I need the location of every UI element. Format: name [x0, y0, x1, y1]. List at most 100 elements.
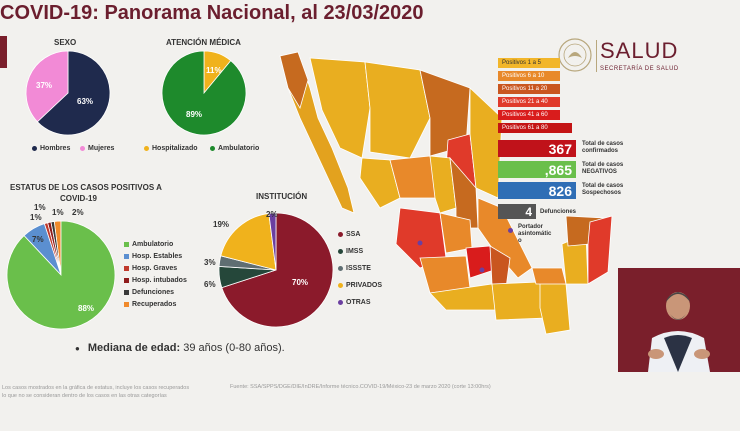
estatus-heading-line1: ESTATUS DE LOS CASOS POSITIVOS A	[10, 183, 162, 192]
map-legend-item: Positivos 6 a 10	[498, 71, 560, 81]
pie-slice-otras	[268, 212, 277, 271]
stat-label-line: Sospechosos	[582, 190, 622, 196]
stat-confirmed-label: Total de casos confirmados	[582, 141, 623, 155]
stat-deaths-value: 4	[525, 204, 532, 219]
stat-label-line: asintomátic	[518, 231, 552, 237]
legend-label: OTRAS	[346, 299, 371, 306]
legend-swatch	[80, 146, 85, 151]
legend-label: IMSS	[346, 248, 364, 255]
estatus-heading-line2: COVID-19	[60, 194, 97, 203]
legend-label: Hosp. Graves	[132, 264, 178, 272]
legend-swatch	[210, 146, 215, 151]
map-legend-item: Positivos 1 a 5	[498, 58, 560, 68]
legend-label: PRIVADOS	[346, 282, 383, 289]
median-age: ● Mediana de edad: 39 años (0-80 años).	[75, 342, 285, 354]
stat-label-line: Total de casos	[582, 141, 624, 147]
atencion-pct-hospitalizado: 11%	[206, 66, 222, 75]
legend-swatch	[338, 266, 343, 271]
estatus-legend-item: Ambulatorio	[124, 238, 187, 250]
legend-swatch	[338, 249, 343, 254]
institucion-pct-privados: 19%	[213, 220, 230, 229]
stat-suspect-value: 826	[548, 182, 572, 199]
legend-swatch	[124, 277, 129, 283]
institucion-legend-item: OTRAS	[338, 294, 382, 311]
stat-negative-value: ,865	[544, 161, 572, 178]
legend-swatch	[124, 241, 129, 247]
map-legend-item: Positivos 41 a 60	[498, 110, 560, 120]
legend-swatch	[338, 300, 343, 305]
sexo-pct-hombres: 63%	[77, 97, 94, 106]
legend-label: SSA	[346, 231, 361, 238]
sexo-pie-chart	[25, 50, 111, 136]
sexo-heading: SEXO	[54, 38, 77, 47]
institucion-legend: SSA IMSS ISSSTE PRIVADOS OTRAS	[338, 226, 382, 311]
map-region-sinaloa	[359, 157, 401, 209]
institucion-pct-ssa: 70%	[292, 278, 309, 287]
map-color-legend: Positivos 1 a 5 Positivos 6 a 10 Positiv…	[498, 58, 572, 133]
legend-label: Defunciones	[132, 288, 175, 296]
stat-label-line: confirmados	[582, 148, 619, 154]
estatus-legend-item: Recuperados	[124, 298, 187, 310]
legend-swatch	[338, 283, 343, 288]
atencion-pct-ambulatorio: 89%	[186, 110, 203, 119]
legend-swatch	[144, 146, 149, 151]
institucion-legend-item: PRIVADOS	[338, 277, 382, 294]
stat-confirmed-value: 367	[548, 140, 572, 157]
estatus-pct-intubados: 1%	[30, 213, 42, 222]
stat-negative-label: Total de casos NEGATIVOS	[582, 162, 623, 176]
map-region-cdmx-mex	[465, 245, 495, 279]
pie-slice-mujeres	[25, 50, 69, 123]
institucion-heading: INSTITUCIÓN	[256, 192, 308, 201]
estatus-pie-chart	[6, 220, 116, 330]
stat-label-line: Total de casos	[582, 183, 624, 189]
estatus-pct-ambulatorio: 88%	[78, 304, 95, 313]
atencion-legend-ambulatorio: Ambulatorio	[210, 145, 259, 152]
atencion-pie-chart	[161, 50, 247, 136]
estatus-pct-recuperados: 2%	[72, 208, 84, 217]
side-accent-bar	[0, 36, 7, 68]
legend-label: ISSSTE	[346, 265, 371, 272]
map-marker-asymptomatic	[417, 240, 423, 246]
legend-swatch	[124, 265, 129, 271]
footnote: Los casos mostrados en la gráfica de est…	[2, 384, 189, 400]
map-region-tabasco	[531, 267, 567, 285]
stat-deaths-label: Defunciones	[540, 209, 577, 215]
institucion-pct-imss: 6%	[204, 280, 216, 289]
map-region-bc-norte	[279, 51, 309, 109]
legend-label: Hospitalizado	[152, 145, 198, 152]
institucion-legend-item: SSA	[338, 226, 382, 243]
legend-label: Hombres	[40, 145, 71, 152]
asymptomatic-label: Portador asintomátic o	[518, 224, 551, 245]
estatus-pct-estables: 7%	[32, 235, 44, 244]
pie-slice-ambulatorio	[161, 50, 247, 136]
legend-label: Recuperados	[132, 300, 177, 308]
pie-slice-ambulatorio	[6, 220, 116, 330]
pie-slice-ssa	[221, 212, 334, 328]
brand-name: SALUD	[600, 38, 679, 63]
atencion-legend-hospitalizado: Hospitalizado	[144, 145, 198, 152]
institucion-pct-otras: 2%	[266, 210, 278, 219]
legend-swatch	[338, 232, 343, 237]
estatus-legend: Ambulatorio Hosp. Estables Hosp. Graves …	[124, 238, 187, 310]
estatus-legend-item: Hosp. Estables	[124, 250, 187, 262]
map-region-guanajuato	[439, 212, 473, 254]
atencion-heading: ATENCIÓN MÉDICA	[166, 38, 241, 47]
stat-deaths-box: 4	[498, 204, 536, 219]
legend-swatch	[32, 146, 37, 151]
estatus-pct-defunciones: 1%	[52, 208, 64, 217]
brand-subtitle: SECRETARÍA DE SALUD	[600, 66, 679, 72]
logo-divider	[596, 40, 597, 72]
map-legend-item: Positivos 61 a 80	[498, 123, 572, 133]
map-region-chiapas	[539, 281, 571, 335]
stat-label-line: NEGATIVOS	[582, 169, 617, 175]
map-region-oaxaca	[491, 281, 547, 321]
stat-suspect-label: Total de casos Sospechosos	[582, 183, 623, 197]
institucion-legend-item: IMSS	[338, 243, 382, 260]
institucion-pct-issste: 3%	[204, 258, 216, 267]
institucion-legend-item: ISSSTE	[338, 260, 382, 277]
sexo-pct-mujeres: 37%	[36, 81, 53, 90]
legend-label: Hosp. Estables	[132, 252, 183, 260]
legend-label: Mujeres	[88, 145, 115, 152]
map-region-quintana-roo	[587, 215, 613, 285]
stat-negative-box: ,865	[498, 161, 576, 178]
